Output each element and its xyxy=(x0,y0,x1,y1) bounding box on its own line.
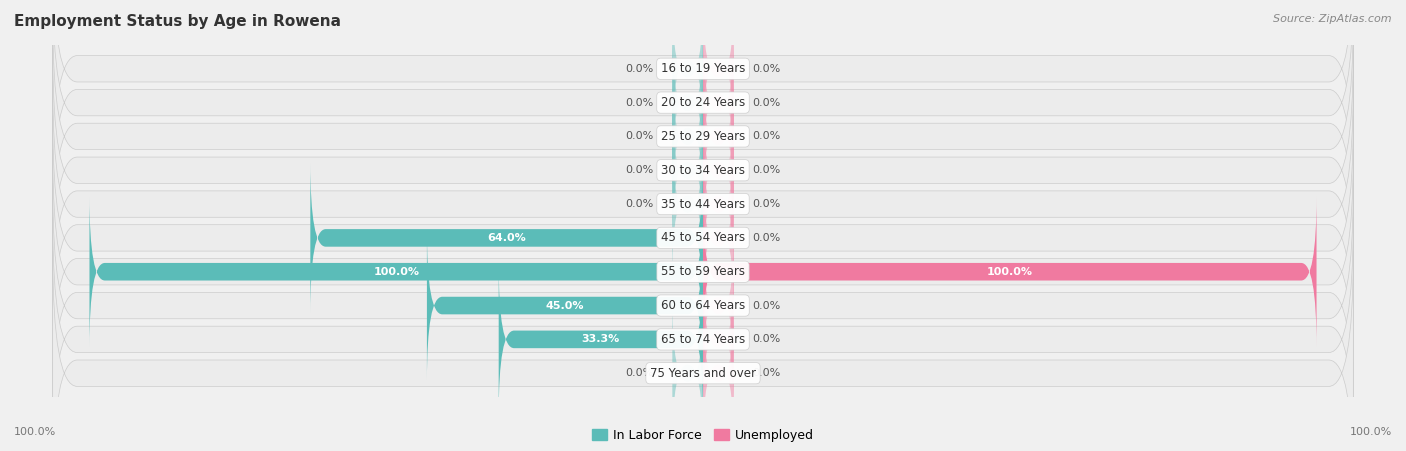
FancyBboxPatch shape xyxy=(672,128,703,280)
Text: 65 to 74 Years: 65 to 74 Years xyxy=(661,333,745,346)
Text: 100.0%: 100.0% xyxy=(1350,428,1392,437)
FancyBboxPatch shape xyxy=(703,298,734,449)
FancyBboxPatch shape xyxy=(427,230,703,382)
Text: 60 to 64 Years: 60 to 64 Years xyxy=(661,299,745,312)
Text: 100.0%: 100.0% xyxy=(14,428,56,437)
Text: 64.0%: 64.0% xyxy=(488,233,526,243)
Text: 0.0%: 0.0% xyxy=(626,368,654,378)
FancyBboxPatch shape xyxy=(52,48,1354,292)
FancyBboxPatch shape xyxy=(672,27,703,178)
FancyBboxPatch shape xyxy=(90,196,703,347)
Text: 0.0%: 0.0% xyxy=(752,334,780,345)
FancyBboxPatch shape xyxy=(672,298,703,449)
Text: 0.0%: 0.0% xyxy=(752,233,780,243)
FancyBboxPatch shape xyxy=(703,0,734,144)
Text: 45 to 54 Years: 45 to 54 Years xyxy=(661,231,745,244)
FancyBboxPatch shape xyxy=(703,196,1316,347)
Text: 0.0%: 0.0% xyxy=(752,199,780,209)
Text: 0.0%: 0.0% xyxy=(752,97,780,108)
Text: 25 to 29 Years: 25 to 29 Years xyxy=(661,130,745,143)
FancyBboxPatch shape xyxy=(52,116,1354,360)
FancyBboxPatch shape xyxy=(52,217,1354,451)
FancyBboxPatch shape xyxy=(703,263,734,415)
FancyBboxPatch shape xyxy=(703,27,734,178)
Text: 45.0%: 45.0% xyxy=(546,300,585,311)
Text: 0.0%: 0.0% xyxy=(626,64,654,74)
Text: 0.0%: 0.0% xyxy=(626,97,654,108)
FancyBboxPatch shape xyxy=(703,128,734,280)
Text: Employment Status by Age in Rowena: Employment Status by Age in Rowena xyxy=(14,14,342,28)
Text: 75 Years and over: 75 Years and over xyxy=(650,367,756,380)
FancyBboxPatch shape xyxy=(52,0,1354,225)
Text: 0.0%: 0.0% xyxy=(752,64,780,74)
Text: 0.0%: 0.0% xyxy=(752,300,780,311)
Text: 0.0%: 0.0% xyxy=(626,131,654,142)
FancyBboxPatch shape xyxy=(703,230,734,382)
Text: 55 to 59 Years: 55 to 59 Years xyxy=(661,265,745,278)
Text: 0.0%: 0.0% xyxy=(752,131,780,142)
FancyBboxPatch shape xyxy=(672,60,703,212)
FancyBboxPatch shape xyxy=(52,150,1354,394)
Text: Source: ZipAtlas.com: Source: ZipAtlas.com xyxy=(1274,14,1392,23)
FancyBboxPatch shape xyxy=(311,162,703,314)
Text: 16 to 19 Years: 16 to 19 Years xyxy=(661,62,745,75)
FancyBboxPatch shape xyxy=(703,162,734,314)
FancyBboxPatch shape xyxy=(672,94,703,246)
FancyBboxPatch shape xyxy=(703,60,734,212)
Text: 100.0%: 100.0% xyxy=(373,267,419,277)
FancyBboxPatch shape xyxy=(703,94,734,246)
Text: 0.0%: 0.0% xyxy=(752,368,780,378)
FancyBboxPatch shape xyxy=(499,263,703,415)
Text: 0.0%: 0.0% xyxy=(626,199,654,209)
Text: 35 to 44 Years: 35 to 44 Years xyxy=(661,198,745,211)
Text: 33.3%: 33.3% xyxy=(582,334,620,345)
Text: 100.0%: 100.0% xyxy=(987,267,1033,277)
FancyBboxPatch shape xyxy=(52,82,1354,326)
Text: 0.0%: 0.0% xyxy=(752,165,780,175)
FancyBboxPatch shape xyxy=(672,0,703,144)
Text: 30 to 34 Years: 30 to 34 Years xyxy=(661,164,745,177)
FancyBboxPatch shape xyxy=(52,0,1354,191)
FancyBboxPatch shape xyxy=(52,14,1354,258)
Legend: In Labor Force, Unemployed: In Labor Force, Unemployed xyxy=(586,424,820,447)
Text: 20 to 24 Years: 20 to 24 Years xyxy=(661,96,745,109)
FancyBboxPatch shape xyxy=(52,184,1354,428)
FancyBboxPatch shape xyxy=(52,251,1354,451)
Text: 0.0%: 0.0% xyxy=(626,165,654,175)
